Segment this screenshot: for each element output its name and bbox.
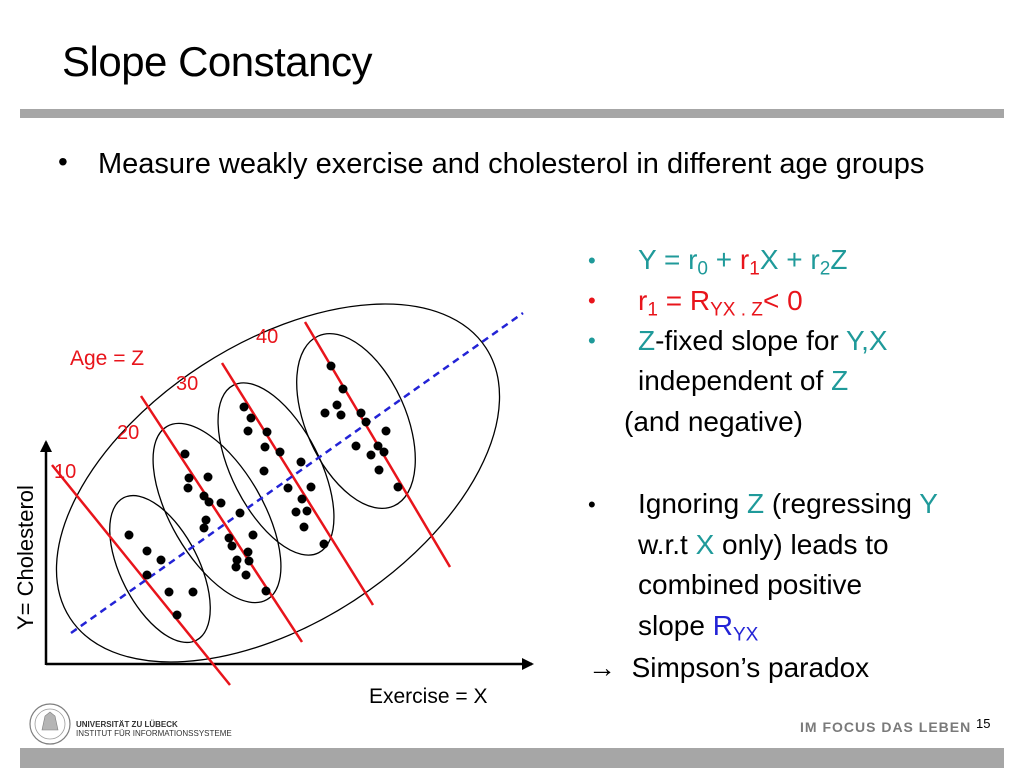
text-wrt-x: w.r.t X only) leads to [638,529,889,560]
data-point [374,465,384,475]
text-negative: (and negative) [624,406,804,437]
data-point [224,533,234,543]
text-ignoring-z: Ignoring Z (regressing Y [638,488,938,519]
data-point [244,556,254,566]
data-point [204,497,214,507]
data-point [326,361,336,371]
group-ellipse-30 [217,382,335,556]
data-point [306,482,316,492]
data-point [142,546,152,556]
data-point [184,473,194,483]
brand-slogan: IM FOCUS DAS LEBEN [800,719,972,735]
group-ellipse-20 [152,422,282,604]
data-point [164,587,174,597]
data-point [156,555,166,565]
y-axis-label: Y= Cholesterol [13,485,38,630]
data-point [351,441,361,451]
data-point [291,507,301,517]
data-point [199,491,209,501]
data-point [296,457,306,467]
data-point [243,547,253,557]
data-point [262,427,272,437]
main-bullet-symbol: • [58,146,68,177]
data-point [188,587,198,597]
data-point [183,483,193,493]
data-point [216,498,226,508]
bullet-4: • [588,492,596,517]
page-number: 15 [976,716,991,731]
data-point [302,506,312,516]
overall-trend-line [70,311,524,635]
bullet-2: • [588,288,596,313]
regression-line-30 [220,362,375,606]
university-seal-icon [29,703,71,745]
equation-partial-correlation: r1 = RYX . Z< 0 [638,285,803,321]
data-point [243,426,253,436]
group-ellipse-10 [109,494,211,644]
text-z-fixed-slope: Z-fixed slope for Y,X [638,325,888,356]
regression-line-20 [139,395,304,643]
data-point [246,413,256,423]
data-point [231,562,241,572]
bottom-divider [20,748,1004,768]
data-point [381,426,391,436]
data-point [332,400,342,410]
data-point [366,450,376,460]
data-point [124,530,134,540]
main-bullet-text: Measure weakly exercise and cholesterol … [98,148,925,180]
age-label: Age = Z [70,347,144,370]
data-point [227,541,237,551]
data-point [235,508,245,518]
data-point [180,449,190,459]
text-independent: independent of Z [638,365,849,396]
data-point [261,586,271,596]
slide-title: Slope Constancy [62,38,373,85]
x-axis-label: Exercise = X [369,685,487,708]
text-slope-ryx: slope RYX [638,610,759,646]
group-ellipse-40 [296,332,416,510]
bullet-1: • [588,248,596,273]
data-point [260,442,270,452]
data-point [203,472,213,482]
bullet-3: • [588,328,596,353]
data-point [201,515,211,525]
age-group-label-20: 20 [117,422,139,444]
data-point [297,494,307,504]
data-point [373,441,383,451]
data-point [239,402,249,412]
data-point [393,482,403,492]
data-point [248,530,258,540]
age-group-label-10: 10 [54,461,76,483]
data-point [379,447,389,457]
text-simpsons-paradox: → Simpson’s paradox [588,652,870,683]
data-point [259,466,269,476]
data-point [320,408,330,418]
data-point [172,610,182,620]
data-point [338,384,348,394]
age-group-label-40: 40 [256,326,278,348]
data-point [275,447,285,457]
data-point [199,523,209,533]
data-point [319,539,329,549]
data-point [283,483,293,493]
data-point [361,417,371,427]
top-divider [20,109,1004,118]
text-combined-positive: combined positive [638,569,863,600]
data-points [124,361,403,620]
university-name: UNIVERSITÄT ZU LÜBECK INSTITUT FÜR INFOR… [76,720,232,738]
regression-line-10 [51,464,231,686]
data-point [241,570,251,580]
equation-model: Y = r0 + r1X + r2Z [638,244,848,280]
data-point [142,570,152,580]
data-point [299,522,309,532]
age-group-label-30: 30 [176,373,198,395]
data-point [356,408,366,418]
data-point [336,410,346,420]
data-point [232,555,242,565]
outer-ellipse [55,303,501,663]
